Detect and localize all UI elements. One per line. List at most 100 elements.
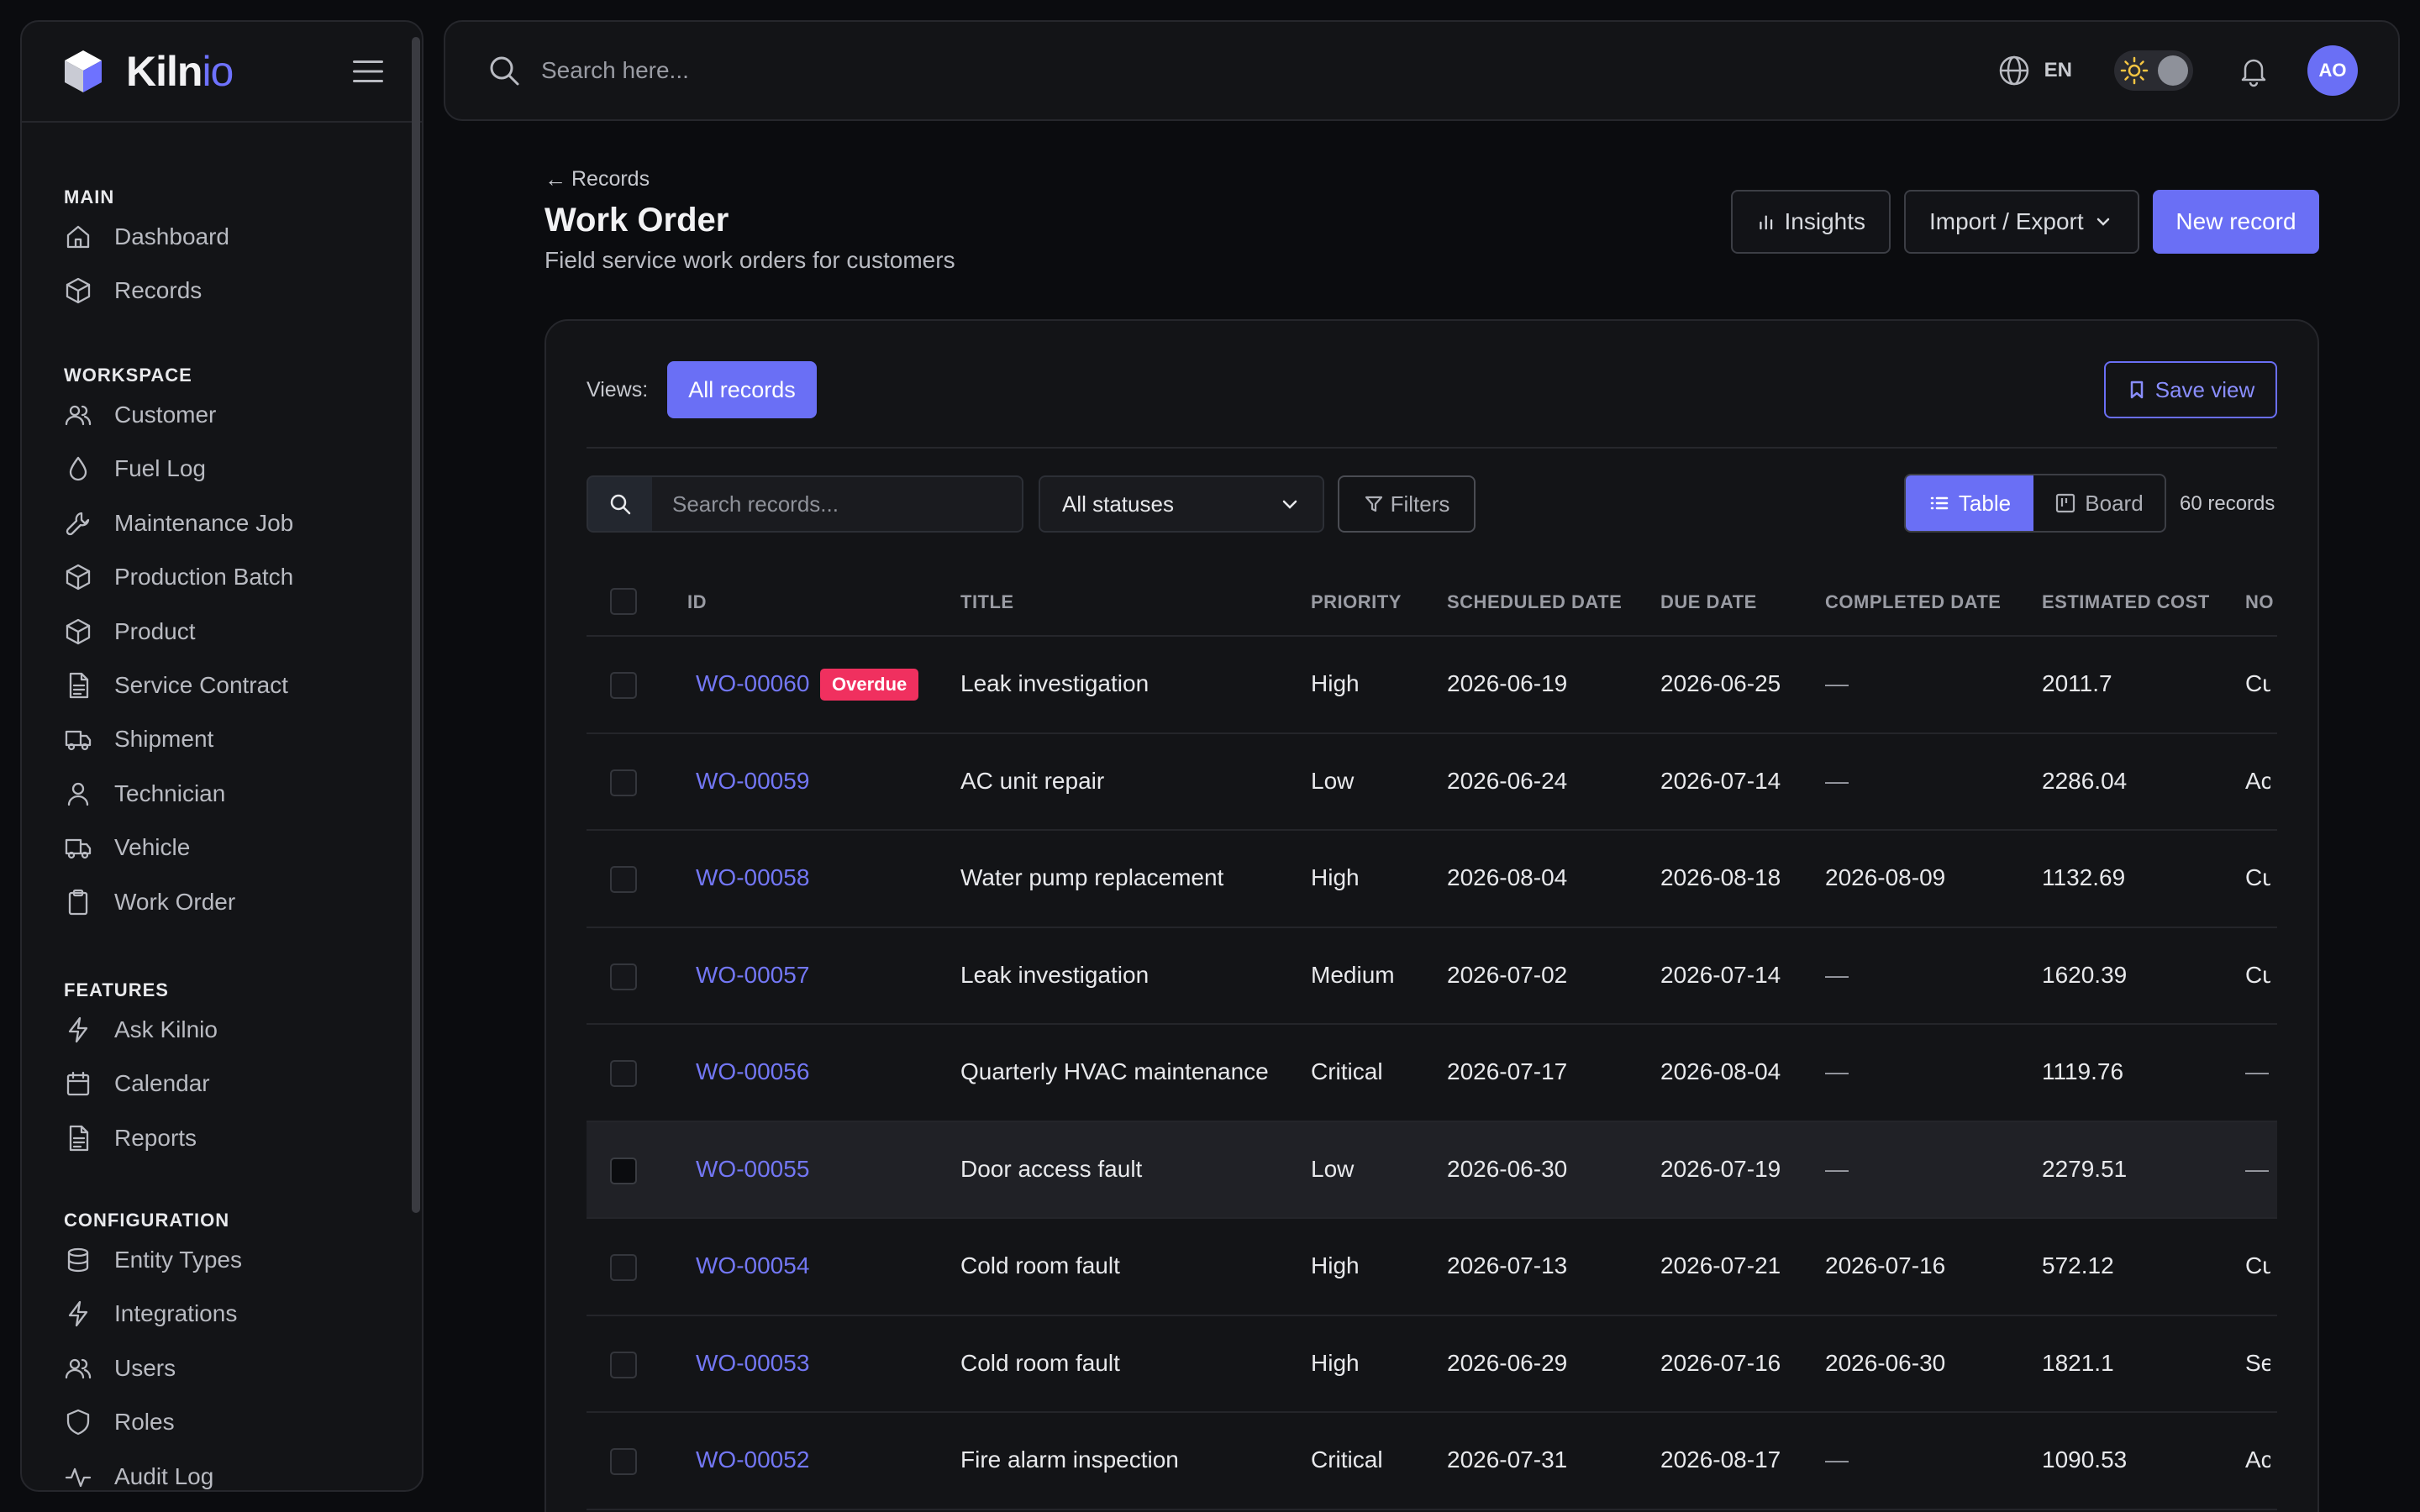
row-checkbox[interactable] bbox=[610, 866, 637, 893]
cell-id[interactable]: WO-00060 bbox=[696, 670, 810, 696]
cell-priority: Low bbox=[1311, 1155, 1355, 1182]
sidebar-item-calendar[interactable]: Calendar bbox=[64, 1062, 400, 1105]
cell-scheduled: 2026-06-24 bbox=[1447, 767, 1568, 794]
sidebar-item-label: Product bbox=[114, 617, 196, 644]
bell-icon[interactable] bbox=[2237, 54, 2270, 87]
table-row[interactable]: WO-00058 Water pump replacement High 2026-0… bbox=[587, 831, 2277, 928]
col-id-header[interactable]: ID bbox=[687, 591, 707, 612]
row-checkbox[interactable] bbox=[610, 1157, 637, 1184]
cell-due: 2026-08-04 bbox=[1660, 1058, 1781, 1084]
col-due-date-header[interactable]: DUE DATE bbox=[1660, 591, 1757, 612]
cell-id[interactable]: WO-00055 bbox=[696, 1155, 810, 1182]
row-checkbox[interactable] bbox=[610, 963, 637, 990]
wrench-icon bbox=[66, 512, 90, 535]
row-checkbox[interactable] bbox=[610, 769, 637, 796]
bolt-icon bbox=[68, 1016, 88, 1043]
cell-id[interactable]: WO-00059 bbox=[696, 767, 810, 794]
sidebar-item-product[interactable]: Product bbox=[64, 610, 400, 654]
sidebar-item-vehicle[interactable]: Vehicle bbox=[64, 826, 400, 869]
sidebar-item-technician[interactable]: Technician bbox=[64, 772, 400, 816]
table-row[interactable]: WO-00060 Leak investigation High 2026-06-19… bbox=[587, 637, 2277, 734]
cell-cost: 1620.39 bbox=[2042, 961, 2128, 988]
sidebar-item-service-contract[interactable]: Service Contract bbox=[64, 664, 400, 707]
sidebar-item-entity-types[interactable]: Entity Types bbox=[64, 1238, 400, 1282]
view-mode-toggle: Table Board bbox=[1904, 474, 2166, 533]
filters-button[interactable]: Filters bbox=[1338, 475, 1476, 533]
cell-id[interactable]: WO-00056 bbox=[696, 1058, 810, 1084]
sidebar-item-customer[interactable]: Customer bbox=[64, 393, 400, 437]
cell-id[interactable]: WO-00053 bbox=[696, 1349, 810, 1376]
cell-id[interactable]: WO-00054 bbox=[696, 1252, 810, 1278]
sidebar-item-maintenance-job[interactable]: Maintenance Job bbox=[64, 501, 400, 545]
row-checkbox[interactable] bbox=[610, 1254, 637, 1281]
global-search-input[interactable] bbox=[541, 57, 1802, 84]
sidebar-item-ask-kilnio[interactable]: Ask Kilnio bbox=[64, 1008, 400, 1052]
table-row[interactable]: WO-00054 Cold room fault High 2026-07-13 202… bbox=[587, 1219, 2277, 1316]
table-row[interactable]: WO-00052 Fire alarm inspection Critical 202… bbox=[587, 1413, 2277, 1510]
cell-notes: — bbox=[2245, 1058, 2269, 1084]
sidebar-item-shipment[interactable]: Shipment bbox=[64, 717, 400, 761]
table-row[interactable]: WO-00053 Cold room fault High 2026-06-29 202… bbox=[587, 1316, 2277, 1413]
back-link[interactable]: ← Records bbox=[544, 166, 650, 192]
col-notes-header[interactable]: NO bbox=[2245, 591, 2274, 612]
sidebar-item-roles[interactable]: Roles bbox=[64, 1400, 400, 1444]
col-title-header[interactable]: TITLE bbox=[960, 591, 1014, 612]
brand-logo[interactable]: Kilnio bbox=[126, 48, 234, 95]
col-scheduled-date-header[interactable]: SCHEDULED DATE bbox=[1447, 591, 1623, 612]
overdue-badge: Overdue bbox=[820, 669, 919, 701]
chevron-down-icon bbox=[1282, 500, 1297, 509]
cell-priority: Critical bbox=[1311, 1058, 1383, 1084]
table-view-button[interactable]: Table bbox=[1906, 475, 2033, 531]
board-view-button[interactable]: Board bbox=[2033, 475, 2165, 531]
divider bbox=[587, 447, 2277, 449]
sidebar-item-audit-log[interactable]: Audit Log bbox=[64, 1455, 400, 1490]
sidebar-item-fuel-log[interactable]: Fuel Log bbox=[64, 447, 400, 491]
cell-priority: Critical bbox=[1311, 1446, 1383, 1473]
cell-id[interactable]: WO-00052 bbox=[696, 1446, 810, 1473]
view-all-records[interactable]: All records bbox=[667, 361, 817, 418]
row-checkbox[interactable] bbox=[610, 1351, 637, 1378]
sidebar-item-dashboard[interactable]: Dashboard bbox=[64, 215, 400, 259]
cell-due: 2026-07-14 bbox=[1660, 767, 1781, 794]
col-completed-date-header[interactable]: COMPLETED DATE bbox=[1825, 591, 2002, 612]
sidebar-item-work-order[interactable]: Work Order bbox=[64, 880, 400, 924]
cell-cost: 1821.1 bbox=[2042, 1349, 2114, 1376]
language-selector[interactable]: EN bbox=[1997, 54, 2072, 87]
cell-cost: 1119.76 bbox=[2042, 1058, 2124, 1084]
hamburger-menu-icon[interactable] bbox=[351, 56, 385, 87]
row-checkbox[interactable] bbox=[610, 672, 637, 699]
col-estimated-cost-header[interactable]: ESTIMATED COST bbox=[2042, 591, 2210, 612]
cell-id[interactable]: WO-00057 bbox=[696, 961, 810, 988]
row-checkbox[interactable] bbox=[610, 1448, 637, 1475]
col-priority-header[interactable]: PRIORITY bbox=[1311, 591, 1402, 612]
cell-title: Leak investigation bbox=[960, 961, 1150, 988]
user-avatar[interactable]: AO bbox=[2307, 45, 2358, 96]
table-row[interactable]: WO-00055 Door access fault Low 2026-06-30 20… bbox=[587, 1121, 2277, 1219]
table-row[interactable]: WO-00057 Leak investigation Medium 2026-07-… bbox=[587, 928, 2277, 1025]
new-record-button[interactable]: New record bbox=[2153, 190, 2319, 254]
sidebar-item-records[interactable]: Records bbox=[64, 269, 400, 312]
record-count: 60 records bbox=[2180, 492, 2275, 515]
select-all-checkbox[interactable] bbox=[610, 588, 637, 615]
theme-toggle[interactable] bbox=[2114, 50, 2193, 91]
cell-cost: 2011.7 bbox=[2042, 670, 2112, 696]
insights-button[interactable]: Insights bbox=[1731, 190, 1891, 254]
cell-id[interactable]: WO-00058 bbox=[696, 864, 810, 890]
table-row[interactable]: WO-00059 AC unit repair Low 2026-06-24 2026-… bbox=[587, 734, 2277, 831]
save-view-button[interactable]: Save view bbox=[2104, 361, 2277, 418]
import-export-button[interactable]: Import / Export bbox=[1904, 190, 2139, 254]
sidebar-item-reports[interactable]: Reports bbox=[64, 1116, 400, 1160]
sidebar-item-production-batch[interactable]: Production Batch bbox=[64, 555, 400, 599]
cell-notes: Ac bbox=[2245, 1446, 2270, 1473]
sidebar-item-users[interactable]: Users bbox=[64, 1347, 400, 1390]
records-search-input[interactable] bbox=[652, 475, 1023, 533]
sidebar-section-title: CONFIGURATION bbox=[64, 1210, 230, 1231]
sidebar-item-integrations[interactable]: Integrations bbox=[64, 1292, 400, 1336]
clipboard-icon bbox=[68, 889, 88, 915]
records-search-button[interactable] bbox=[587, 475, 654, 533]
row-checkbox[interactable] bbox=[610, 1060, 637, 1087]
sidebar-scrollbar[interactable] bbox=[412, 37, 420, 1213]
status-filter-select[interactable]: All statuses bbox=[1039, 475, 1324, 533]
cube-icon bbox=[66, 564, 91, 591]
table-row[interactable]: WO-00056 Quarterly HVAC maintenance Critic… bbox=[587, 1025, 2277, 1122]
